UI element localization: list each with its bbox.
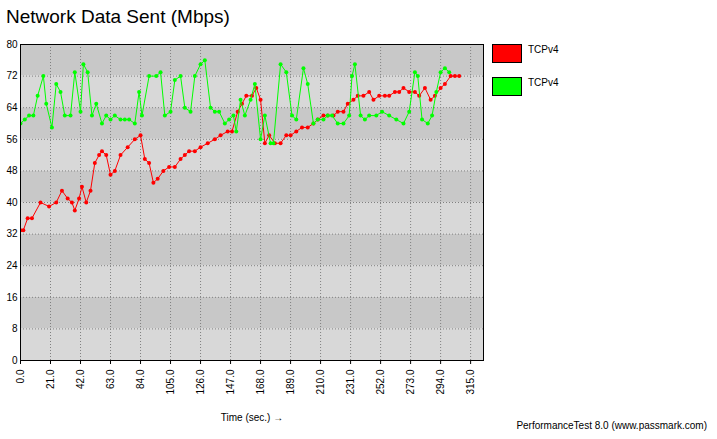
svg-text:16: 16	[6, 292, 18, 303]
svg-text:21.0: 21.0	[45, 369, 56, 389]
svg-text:48: 48	[6, 165, 18, 176]
svg-text:42.0: 42.0	[75, 369, 86, 389]
svg-text:210.0: 210.0	[315, 369, 326, 394]
svg-text:40: 40	[6, 197, 18, 208]
svg-text:168.0: 168.0	[255, 369, 266, 394]
svg-text:273.0: 273.0	[405, 369, 416, 394]
svg-text:8: 8	[12, 323, 18, 334]
svg-text:126.0: 126.0	[195, 369, 206, 394]
svg-text:32: 32	[6, 228, 18, 239]
svg-text:64: 64	[6, 102, 18, 113]
html-text:Network Data Sent (Mbps): Network Data Sent (Mbps)	[6, 6, 230, 27]
svg-text:189.0: 189.0	[285, 369, 296, 394]
svg-text:294.0: 294.0	[435, 369, 446, 394]
svg-text:252.0: 252.0	[375, 369, 386, 394]
svg-text:72: 72	[6, 70, 18, 81]
svg-text:315.0: 315.0	[465, 369, 476, 394]
svg-text:147.0: 147.0	[225, 369, 236, 394]
svg-text:105.0: 105.0	[165, 369, 176, 394]
svg-text:24: 24	[6, 260, 18, 271]
svg-text:231.0: 231.0	[345, 369, 356, 394]
svg-text:84.0: 84.0	[135, 369, 146, 389]
svg-text:56: 56	[6, 134, 18, 145]
svg-text:63.0: 63.0	[105, 369, 116, 389]
svg-text:0: 0	[12, 355, 18, 366]
html-text:PerformanceTest 8.0 (www.passm: PerformanceTest 8.0 (www.passmark.com)	[516, 420, 707, 431]
svg-text:0.0: 0.0	[15, 369, 26, 383]
html-text:TCPv4: TCPv4	[528, 77, 559, 88]
svg-text:Time (sec.) →: Time (sec.) →	[221, 412, 283, 423]
html-text:TCPv4: TCPv4	[528, 44, 559, 55]
svg-text:80: 80	[6, 40, 18, 50]
